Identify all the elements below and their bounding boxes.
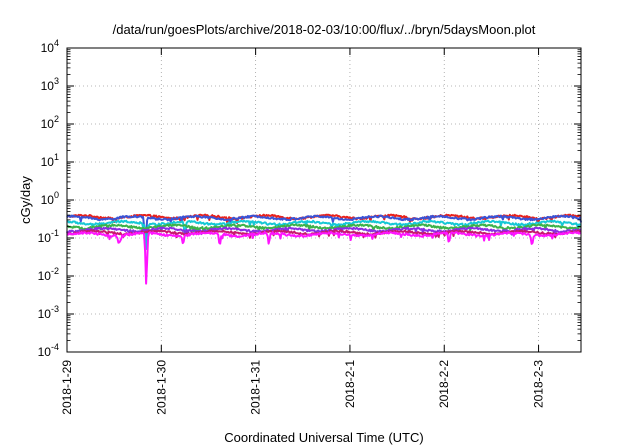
grid-lines [67, 48, 581, 352]
x-tick-label: 2018-1-30 [154, 360, 168, 415]
y-tick-label: 101 [41, 152, 59, 169]
x-tick-label: 2018-2-2 [437, 360, 451, 408]
series-line [66, 231, 582, 285]
y-tick-label: 104 [41, 38, 59, 55]
series-line [66, 226, 582, 237]
x-tick-label: 2018-2-1 [343, 360, 357, 408]
series-lines [66, 213, 582, 285]
x-axis-label: Coordinated Universal Time (UTC) [224, 430, 423, 445]
chart-title: /data/run/goesPlots/archive/2018-02-03/1… [113, 22, 536, 37]
y-tick-label: 103 [41, 76, 59, 93]
y-tick-label: 10-1 [38, 228, 59, 245]
series-line [66, 214, 582, 247]
axis-ticks: 10-4 10-3 10-2 10-1 100 101 102 103 104 2018-1-29… [38, 38, 581, 415]
y-tick-label: 100 [41, 190, 59, 207]
y-tick-label: 10-4 [38, 342, 59, 359]
y-axis-label: cGy/day [18, 176, 33, 224]
y-tick-label: 10-3 [38, 304, 59, 321]
x-tick-label: 2018-2-3 [532, 360, 546, 408]
x-tick-label: 2018-1-31 [249, 360, 263, 415]
y-tick-label: 102 [41, 114, 59, 131]
series-line [66, 219, 582, 250]
x-tick-label: 2018-1-29 [60, 360, 74, 415]
y-tick-label: 10-2 [38, 266, 59, 283]
